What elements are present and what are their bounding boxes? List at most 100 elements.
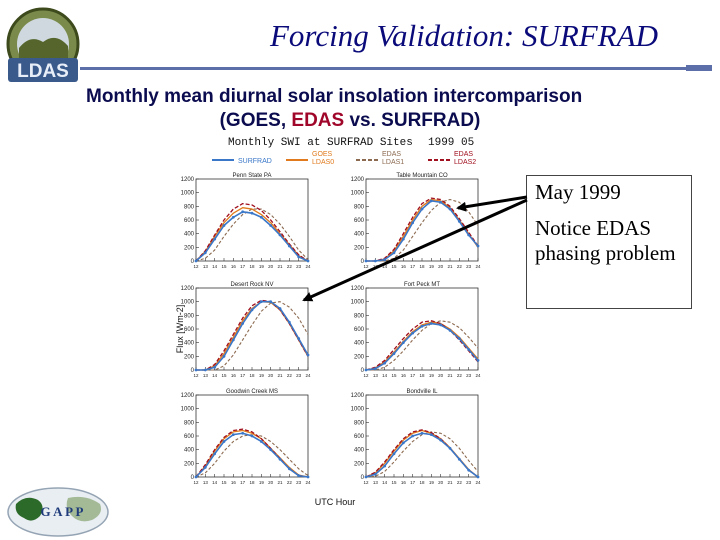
y-tick-label: 800: [184, 313, 195, 319]
surfrad-point: [439, 200, 443, 204]
y-tick-label: 1200: [181, 177, 195, 183]
surfrad-point: [222, 354, 226, 358]
x-tick-label: 22: [287, 264, 293, 269]
y-tick-label: 800: [354, 313, 365, 319]
y-tick-label: 1000: [181, 300, 195, 306]
y-tick-label: 400: [184, 232, 195, 238]
x-tick-label: 21: [277, 373, 283, 378]
surfrad-point: [306, 353, 310, 357]
surfrad-point: [222, 440, 226, 443]
x-tick-label: 15: [221, 264, 227, 269]
x-tick-label: 15: [391, 264, 397, 269]
y-tick-label: 400: [354, 341, 365, 347]
chart-panel: Goodwin Creek MS 0 200 400 600 800 1000 1200 12 1…: [181, 389, 311, 485]
y-tick-label: 0: [191, 475, 195, 481]
surfrad-point: [457, 457, 461, 461]
y-tick-label: 200: [184, 354, 195, 360]
x-tick-label: 12: [193, 480, 199, 485]
surfrad-point: [373, 259, 377, 263]
surfrad-point: [457, 219, 461, 223]
x-tick-label: 24: [305, 373, 311, 378]
x-tick-label: 13: [373, 373, 379, 378]
x-tick-label: 22: [287, 480, 293, 485]
x-tick-label: 17: [240, 373, 246, 378]
y-tick-label: 600: [354, 218, 365, 224]
x-tick-label: 23: [466, 264, 472, 269]
legend-label: EDAS LDAS1: [382, 151, 404, 166]
surfrad-point: [231, 433, 235, 437]
x-tick-label: 22: [457, 264, 463, 269]
panel-title: Table Mountain CO: [396, 173, 448, 179]
surfrad-point: [241, 431, 245, 435]
x-tick-label: 16: [231, 264, 237, 269]
surfrad-point: [297, 474, 301, 478]
x-tick-label: 24: [305, 480, 311, 485]
surfrad-point: [241, 210, 245, 214]
x-tick-label: 18: [249, 264, 255, 269]
x-tick-label: 24: [305, 264, 311, 269]
x-tick-label: 15: [391, 480, 397, 485]
surfrad-point: [392, 452, 396, 456]
surfrad-point: [411, 221, 415, 225]
x-tick-label: 22: [457, 480, 463, 485]
panel-title: Desert Rock NV: [230, 282, 273, 288]
x-tick-label: 18: [419, 373, 425, 378]
x-tick-label: 22: [287, 373, 293, 378]
surfrad-point: [429, 322, 433, 325]
subtitle-line-1: Monthly mean diurnal solar insolation in…: [86, 86, 583, 107]
surfrad-point: [278, 233, 282, 237]
surfrad-point: [467, 348, 471, 351]
chart-panel: Penn State PA 0 200 400 600 800 1000 1200 12 13 14…: [181, 173, 311, 269]
y-tick-label: 0: [361, 475, 365, 481]
x-tick-label: 19: [429, 264, 435, 269]
surfrad-point: [364, 475, 368, 479]
x-tick-label: 14: [212, 480, 218, 485]
y-tick-label: 400: [184, 341, 195, 347]
x-tick-label: 12: [363, 373, 369, 378]
y-tick-label: 400: [184, 448, 195, 454]
x-tick-label: 14: [382, 373, 388, 378]
surfrad-point: [259, 440, 263, 443]
surfrad-point: [287, 244, 291, 248]
y-tick-label: 1200: [351, 393, 365, 399]
surfrad-point: [287, 467, 291, 471]
surfrad-point: [364, 368, 368, 372]
slide-title: Forcing Validation: SURFRAD: [269, 18, 658, 53]
x-tick-label: 16: [401, 373, 407, 378]
surfrad-point: [194, 259, 198, 263]
subtitle-line-2: (GOES, EDAS vs. SURFRAD): [0, 110, 700, 132]
y-tick-label: 200: [354, 354, 365, 360]
surfrad-point: [194, 368, 198, 372]
surfrad-point: [250, 211, 254, 215]
chart-title: Monthly SWI at SURFRAD Sites: [228, 137, 413, 149]
subtitle-prefix: (GOES,: [219, 110, 292, 131]
chart-svg: Monthly SWI at SURFRAD Sites 1999 05 SUR…: [175, 137, 481, 507]
y-tick-label: 200: [184, 245, 195, 251]
x-tick-label: 14: [382, 264, 388, 269]
y-tick-label: 1000: [351, 407, 365, 413]
y-tick-label: 600: [184, 218, 195, 224]
x-tick-label: 18: [419, 264, 425, 269]
surfrad-point: [194, 475, 198, 479]
y-tick-label: 400: [354, 448, 365, 454]
y-tick-label: 1000: [351, 191, 365, 197]
series-line-edas2: [365, 320, 479, 371]
panel-frame: [365, 287, 479, 371]
surfrad-point: [448, 328, 452, 332]
surfrad-point: [213, 237, 217, 241]
x-tick-label: 23: [466, 373, 472, 378]
surfrad-point: [297, 255, 301, 259]
y-tick-label: 1200: [351, 286, 365, 292]
x-tick-label: 17: [240, 480, 246, 485]
y-tick-label: 200: [354, 461, 365, 467]
surfrad-point: [373, 367, 377, 371]
surfrad-point: [213, 365, 217, 369]
x-tick-label: 21: [447, 480, 453, 485]
x-tick-label: 14: [382, 480, 388, 485]
y-tick-label: 200: [184, 461, 195, 467]
x-tick-label: 12: [363, 480, 369, 485]
panel-frame: [195, 287, 309, 371]
y-tick-label: 400: [354, 232, 365, 238]
x-tick-label: 14: [212, 264, 218, 269]
